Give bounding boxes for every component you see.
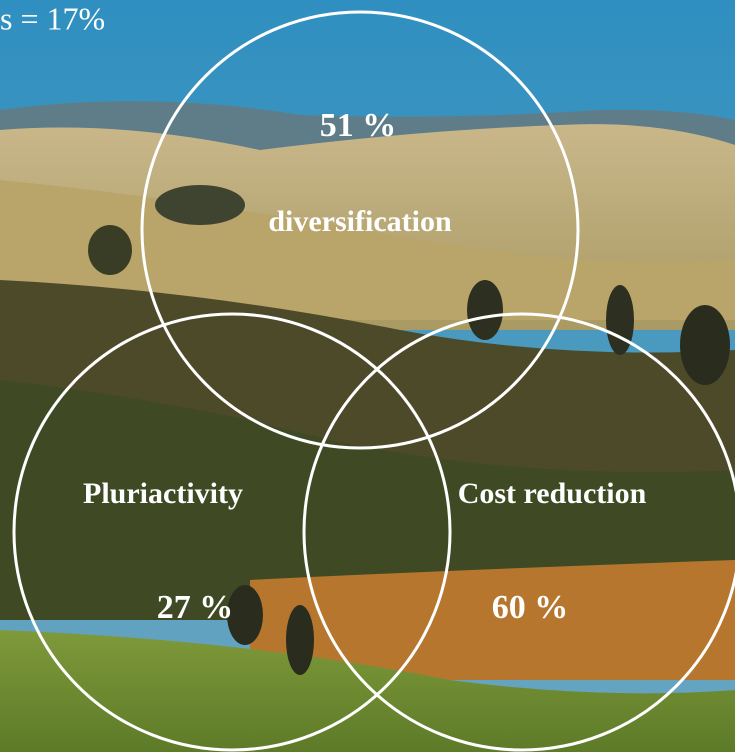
circle-label: Pluriactivity xyxy=(83,477,243,510)
circle-value: 60 % xyxy=(492,589,569,626)
corner-text: s = 17% xyxy=(0,0,105,36)
circle-label: Cost reduction xyxy=(458,477,647,510)
circle-value: 27 % xyxy=(157,589,234,626)
circle-label: diversification xyxy=(268,205,452,238)
venn-diagram: s = 17% 51 % diversification Pluriactivi… xyxy=(0,0,735,752)
page: s = 17% 51 % diversification Pluriactivi… xyxy=(0,0,735,752)
circle-value: 51 % xyxy=(320,107,397,144)
